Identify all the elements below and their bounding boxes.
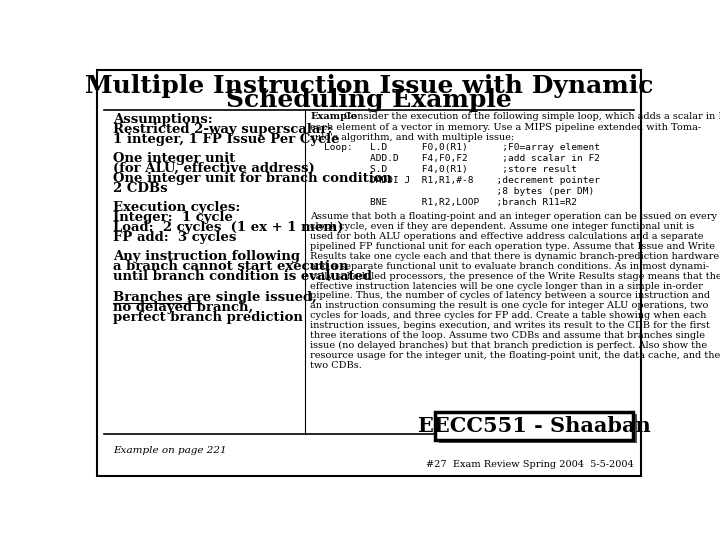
Text: ;8 bytes (per DM): ;8 bytes (per DM) (324, 187, 595, 195)
Text: Any instruction following: Any instruction following (114, 251, 300, 264)
Text: DADDI J  R1,R1,#-8    ;decrement pointer: DADDI J R1,R1,#-8 ;decrement pointer (324, 176, 600, 185)
Text: issue (no delayed branches) but that branch prediction is perfect. Also show the: issue (no delayed branches) but that bra… (310, 341, 708, 350)
Text: Example on page 221: Example on page 221 (114, 446, 227, 455)
Text: used for both ALU operations and effective address calculations and a separate: used for both ALU operations and effecti… (310, 232, 704, 241)
Text: One integer unit for branch condition: One integer unit for branch condition (114, 172, 392, 185)
Text: 1 integer, 1 FP Issue Per Cycle: 1 integer, 1 FP Issue Per Cycle (114, 133, 340, 146)
Text: effective instruction latencies will be one cycle longer than in a simple in-ord: effective instruction latencies will be … (310, 281, 703, 291)
Text: a branch cannot start execution: a branch cannot start execution (114, 260, 349, 273)
Text: pipelined FP functional unit for each operation type. Assume that Issue and Writ: pipelined FP functional unit for each op… (310, 241, 716, 251)
Text: Example: Example (310, 112, 357, 121)
Text: cycles for loads, and three cycles for FP add. Create a table showing when each: cycles for loads, and three cycles for F… (310, 312, 707, 320)
Text: BNE      R1,R2,LOOP   ;branch R11=R2: BNE R1,R2,LOOP ;branch R11=R2 (324, 198, 577, 206)
Text: (for ALU, effective address): (for ALU, effective address) (114, 162, 315, 176)
Text: Branches are single issued,: Branches are single issued, (114, 291, 318, 304)
Bar (438, 415, 637, 443)
Text: Multiple Instruction Issue with Dynamic: Multiple Instruction Issue with Dynamic (85, 73, 653, 98)
Text: cally scheduled processors, the presence of the Write Results stage means that t: cally scheduled processors, the presence… (310, 272, 720, 280)
Text: Loop:   L.D      F0,0(R1)      ;F0=array element: Loop: L.D F0,0(R1) ;F0=array element (324, 144, 600, 152)
Text: 2 CDBs: 2 CDBs (114, 182, 168, 195)
Text: Scheduling Example: Scheduling Example (226, 87, 512, 112)
Text: S.D      F4,0(R1)      ;store result: S.D F4,0(R1) ;store result (324, 165, 577, 174)
Bar (435, 411, 633, 440)
Text: perfect branch prediction: perfect branch prediction (114, 311, 303, 324)
Text: clock cycle, even if they are dependent. Assume one integer functional unit is: clock cycle, even if they are dependent.… (310, 221, 695, 231)
Text: Consider the execution of the following simple loop, which adds a scalar in F2 t: Consider the execution of the following … (344, 112, 720, 121)
Text: no delayed branch,: no delayed branch, (114, 301, 253, 314)
Text: instruction issues, begins execution, and writes its result to the CDB for the f: instruction issues, begins execution, an… (310, 321, 711, 330)
Text: sulo's algorithm, and with multiple issue:: sulo's algorithm, and with multiple issu… (310, 133, 515, 143)
Text: Assume that both a floating-point and an integer operation can be issued on ever: Assume that both a floating-point and an… (310, 212, 717, 221)
Text: Load:  2 cycles  (1 ex + 1 mem): Load: 2 cycles (1 ex + 1 mem) (114, 221, 344, 234)
Text: three iterations of the loop. Assume two CDBs and assume that branches single: three iterations of the loop. Assume two… (310, 332, 706, 340)
Text: Restricted 2-way superscalar:: Restricted 2-way superscalar: (114, 123, 333, 136)
Text: Integer:  1 cycle: Integer: 1 cycle (114, 211, 233, 224)
Text: two CDBs.: two CDBs. (310, 361, 362, 370)
Text: pipeline. Thus, the number of cycles of latency between a source instruction and: pipeline. Thus, the number of cycles of … (310, 292, 711, 300)
Text: #27  Exam Review Spring 2004  5-5-2004: #27 Exam Review Spring 2004 5-5-2004 (426, 460, 634, 469)
Text: an instruction consuming the result is one cycle for integer ALU operations, two: an instruction consuming the result is o… (310, 301, 708, 310)
Text: FP add:  3 cycles: FP add: 3 cycles (114, 231, 237, 244)
Text: resource usage for the integer unit, the floating-point unit, the data cache, an: resource usage for the integer unit, the… (310, 352, 720, 360)
Text: each element of a vector in memory. Use a MIPS pipeline extended with Toma-: each element of a vector in memory. Use … (310, 123, 701, 132)
Text: until branch condition is evaluated: until branch condition is evaluated (114, 271, 372, 284)
Text: Results take one cycle each and that there is dynamic branch-prediction hardware: Results take one cycle each and that the… (310, 252, 719, 261)
Text: EECC551 - Shaaban: EECC551 - Shaaban (418, 416, 650, 436)
Text: Assumptions:: Assumptions: (114, 113, 213, 126)
Text: and a separate functional unit to evaluate branch conditions. As in most dynami-: and a separate functional unit to evalua… (310, 261, 709, 271)
Text: ADD.D    F4,F0,F2      ;add scalar in F2: ADD.D F4,F0,F2 ;add scalar in F2 (324, 154, 600, 163)
Text: Execution cycles:: Execution cycles: (114, 201, 240, 214)
Text: One integer unit: One integer unit (114, 152, 235, 165)
